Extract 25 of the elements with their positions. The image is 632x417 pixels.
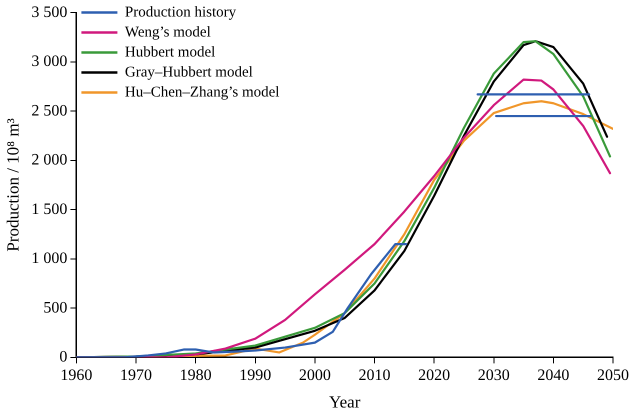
y-axis-title: Production / 10⁸ m³ (4, 118, 23, 252)
x-tick-label: 2020 (418, 367, 450, 384)
y-tick-label: 1 000 (31, 250, 68, 268)
x-axis-title: Year (329, 392, 361, 412)
x-tick-label: 1960 (60, 367, 92, 384)
x-tick-label: 2010 (358, 367, 391, 384)
x-tick-label: 2050 (597, 367, 629, 384)
y-tick-label: 1 500 (31, 200, 68, 218)
x-tick-label: 1990 (239, 367, 272, 384)
x-tick-label: 2000 (298, 367, 331, 384)
y-tick-label: 3 500 (31, 4, 68, 21)
y-tick-label: 500 (43, 299, 68, 316)
legend-label: Weng’s model (124, 24, 211, 40)
legend-label: Hu–Chen–Zhang’s model (124, 84, 280, 100)
legend-label: Hubbert model (124, 44, 216, 60)
x-tick-label: 1970 (120, 367, 152, 384)
y-tick-label: 2 500 (31, 102, 68, 120)
y-tick-label: 3 000 (31, 53, 68, 70)
legend-label: Production history (124, 4, 237, 20)
x-tick-label: 2040 (537, 367, 570, 384)
x-tick-label: 2030 (478, 367, 510, 384)
x-tick-label: 1980 (180, 367, 212, 384)
y-tick-label: 0 (59, 348, 68, 366)
legend-label: Gray–Hubbert model (124, 64, 253, 80)
y-tick-label: 2 000 (31, 152, 68, 169)
